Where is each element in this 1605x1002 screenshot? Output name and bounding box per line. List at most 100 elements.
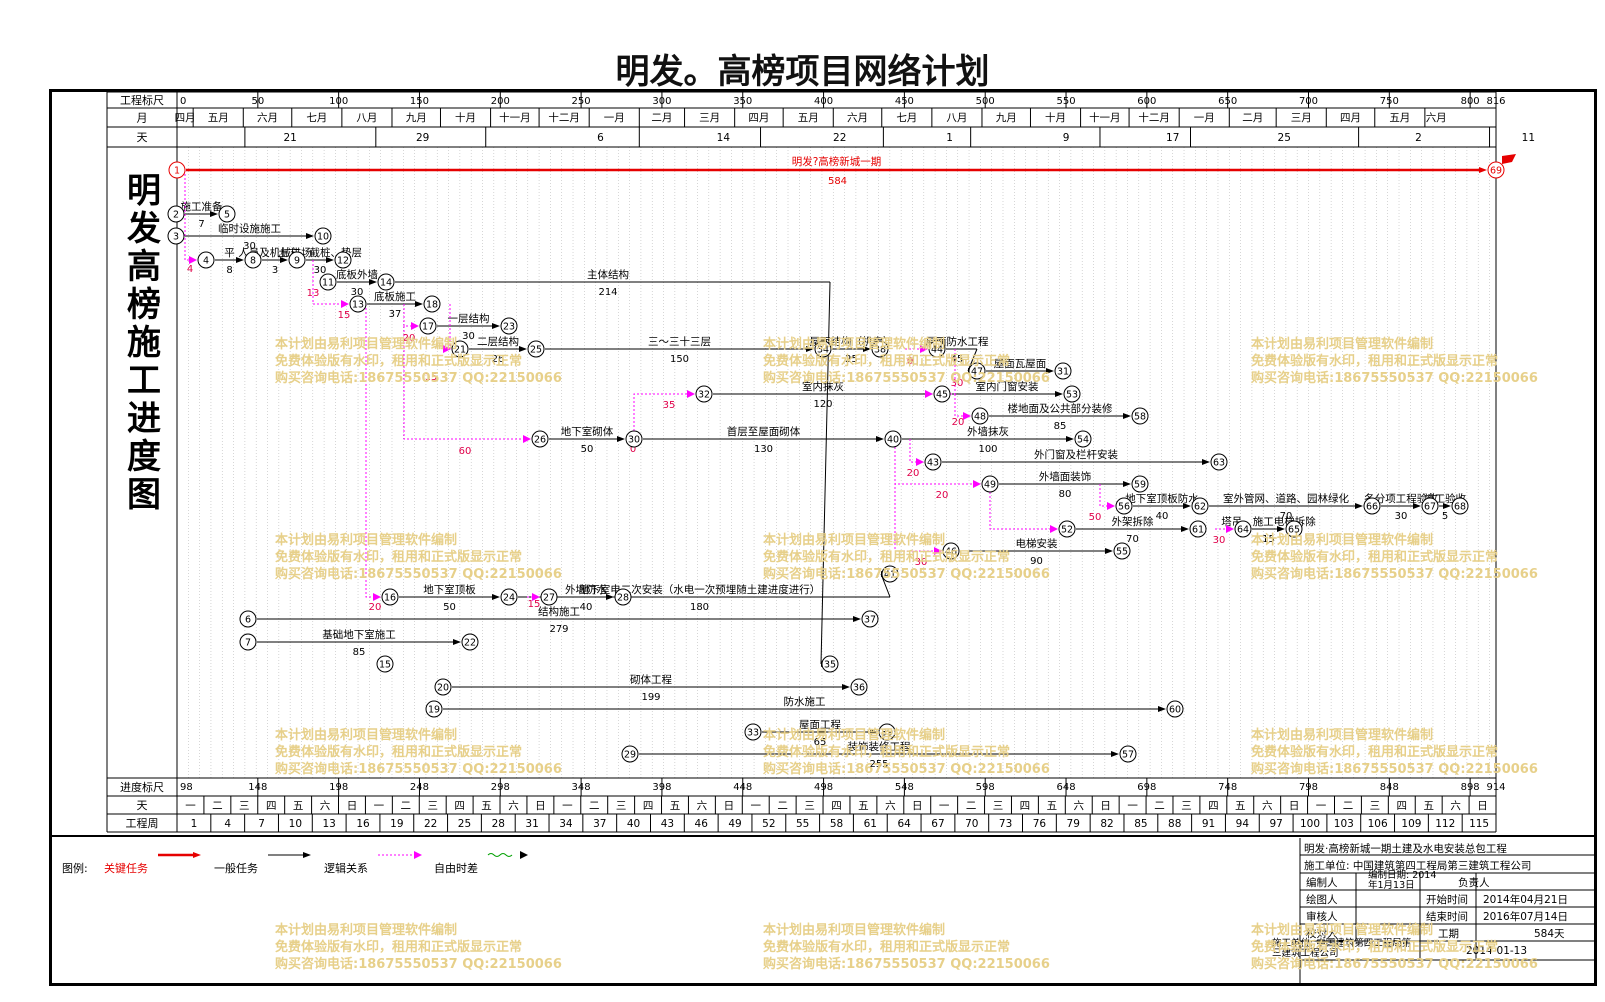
week-label: 109: [1401, 818, 1421, 830]
float-arrow-head: [925, 390, 933, 398]
info-contractor: 施工单位: 中国建筑第四工程局第三建筑工程公司: [1304, 860, 1532, 872]
week-label: 52: [762, 818, 775, 830]
top-tick-label: 250: [572, 96, 591, 107]
month-label: 四月: [1340, 112, 1361, 124]
task-arrow-head: [1105, 548, 1113, 554]
node-circle: [1054, 362, 1072, 380]
task-duration: 80: [1059, 489, 1072, 500]
task-label: 主体结构: [587, 268, 629, 281]
node-number: 2: [173, 210, 179, 221]
info-block: 明发·高榜新城一期土建及水电安装总包工程 施工单位: 中国建筑第四工程局第三建筑…: [1272, 843, 1594, 983]
node-number: 68: [1454, 502, 1466, 513]
node-circle: [167, 227, 185, 245]
month-label: 三月: [1291, 112, 1312, 124]
task-label: 底板施工: [374, 290, 416, 303]
watermark-line: 购买咨询电话:18675550537 QQ:22150066: [275, 957, 562, 972]
node-number: 65: [1288, 525, 1300, 536]
node-number: 5: [224, 210, 230, 221]
node-circle: [850, 678, 868, 696]
float-label: 4: [187, 264, 193, 275]
task-label: 室内门窗安装: [976, 380, 1039, 393]
node-number: 55: [1116, 547, 1128, 558]
weekday-label: 二: [401, 800, 412, 812]
node-circle: [933, 385, 951, 403]
day-label: 1: [946, 132, 953, 144]
week-label: 70: [965, 818, 978, 830]
task-label: 施工准备: [181, 200, 223, 213]
top-tick-label: 700: [1299, 96, 1318, 107]
watermark-line: 本计划由易利项目管理软件编制: [763, 533, 946, 548]
bottom-tick-label: 348: [572, 782, 591, 793]
weekday-label: 一: [1316, 800, 1327, 812]
task-duration: 3: [272, 265, 278, 276]
task-arrow-head: [306, 233, 314, 239]
weekday-label: 二: [1154, 800, 1165, 812]
week-label: 82: [1100, 818, 1113, 830]
node-circle: [1285, 520, 1303, 538]
task-arrow-head: [1123, 413, 1131, 419]
task-duration: 45: [951, 354, 964, 365]
info-table-lines: [1299, 838, 1594, 983]
week-label: 115: [1469, 818, 1489, 830]
node-circle: [349, 295, 367, 313]
weekday-label: 日: [535, 800, 546, 812]
month-label: 七月: [306, 112, 327, 124]
weekday-label: 五: [1423, 800, 1434, 812]
watermark-line: 免费体验版有水印，租用和正式版显示正常: [763, 550, 1011, 565]
legend-normal-arrow-head: [303, 852, 311, 858]
weekday-label: 日: [1289, 800, 1300, 812]
node-number: 62: [1194, 502, 1206, 513]
node-number: 17: [422, 322, 434, 333]
node-circle: [239, 633, 257, 651]
node-number: 22: [464, 638, 476, 649]
task-label: 二层结构: [477, 335, 519, 348]
weekday-label: 三: [1370, 800, 1381, 812]
week-label: 94: [1236, 818, 1250, 830]
month-label: 六月: [1426, 112, 1447, 124]
month-label: 四月: [175, 112, 196, 124]
watermark-line: 购买咨询电话:18675550537 QQ:22150066: [1251, 957, 1538, 972]
task-label: 外墙防水: [565, 583, 607, 596]
task-arrow-head: [369, 279, 377, 285]
weekday-label: 三: [804, 800, 815, 812]
task-arrow-head: [870, 729, 878, 735]
scale-row-label: 工程周: [126, 817, 159, 830]
task-duration: 25: [845, 354, 858, 365]
watermark-line: 购买咨询电话:18675550537 QQ:22150066: [763, 567, 1050, 582]
node-circle: [1131, 475, 1149, 493]
weekday-label: 四: [831, 800, 842, 812]
weekday-label: 二: [589, 800, 600, 812]
week-label: 103: [1334, 818, 1354, 830]
node-circle: [981, 475, 999, 493]
info-reviewer: 审核人: [1306, 911, 1338, 923]
weekday-label: 五: [481, 800, 492, 812]
task-arrow-head: [1413, 503, 1421, 509]
bottom-tick-label: 648: [1056, 782, 1075, 793]
node-circle: [1210, 453, 1228, 471]
info-start-label: 开始时间: [1426, 894, 1468, 906]
weekday-label: 二: [212, 800, 223, 812]
task-duration: 40: [580, 602, 593, 613]
float-line: [403, 326, 530, 440]
node-number: 52: [1061, 525, 1073, 536]
node-circle: [1451, 497, 1469, 515]
watermark-block: 本计划由易利项目管理软件编制 免费体验版有水印，租用和正式版显示正常 购买咨询电话:…: [1251, 922, 1538, 973]
node-circle: [621, 745, 639, 763]
critical-task-duration: 584: [828, 176, 847, 187]
bottom-tick-label: 748: [1218, 782, 1237, 793]
top-tick-label: 200: [491, 96, 510, 107]
top-tick-label: 350: [733, 96, 752, 107]
node-circle: [381, 588, 399, 606]
node-circle: [1119, 745, 1137, 763]
info-drawer: 绘图人: [1306, 894, 1338, 906]
day-label: 9: [1063, 132, 1070, 144]
month-label: 一月: [1194, 112, 1215, 124]
task-duration: 279: [549, 624, 568, 635]
weekday-label: 二: [966, 800, 977, 812]
info-start-value: 2014年04月21日: [1483, 894, 1568, 906]
float-line: [1099, 484, 1114, 507]
week-label: 49: [728, 818, 741, 830]
node-circle: [461, 633, 479, 651]
float-line: [894, 439, 941, 552]
watermark-block: 本计划由易利项目管理软件编制 免费体验版有水印，租用和正式版显示正常 购买咨询电话:…: [763, 336, 1050, 387]
